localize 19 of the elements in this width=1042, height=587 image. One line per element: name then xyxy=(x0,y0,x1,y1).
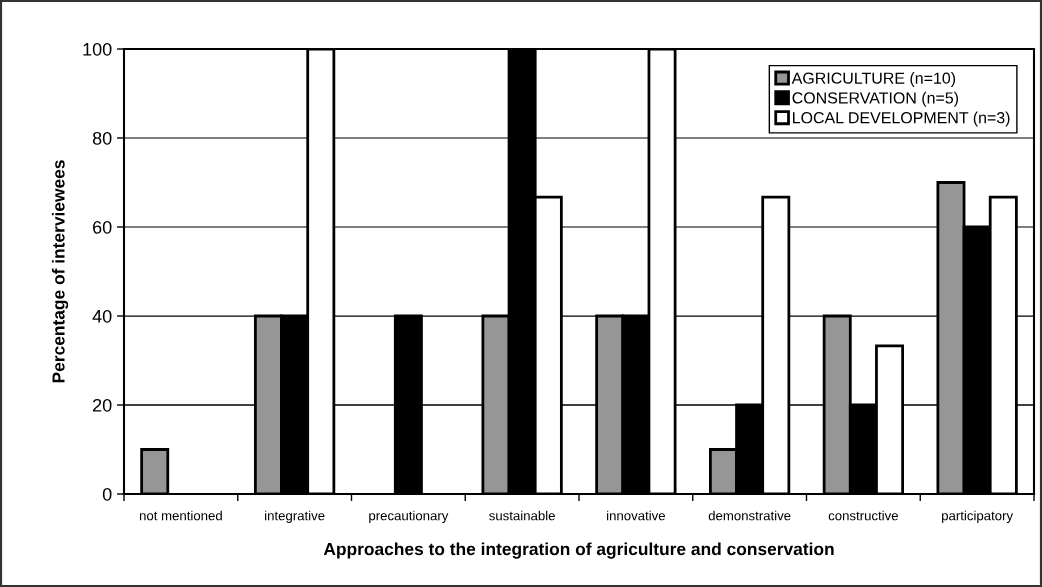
legend-label: CONSERVATION (n=5) xyxy=(792,91,959,107)
x-tick-label: participatory xyxy=(942,510,1014,523)
y-tick-label: 60 xyxy=(93,220,112,234)
x-tick-label: demonstrative xyxy=(708,510,791,521)
x-tick-label: constructive xyxy=(828,510,898,521)
y-tick-label: 40 xyxy=(92,309,112,323)
legend-label: LOCAL DEVELOPMENT (n=3) xyxy=(793,111,1010,127)
x-tick-label: precautionary xyxy=(369,510,449,523)
y-tick-label: 0 xyxy=(102,487,112,501)
y-tick-label: 20 xyxy=(93,398,112,412)
legend-label: AGRICULTURE (n=10) xyxy=(791,72,956,87)
y-tick-label: 100 xyxy=(83,42,112,56)
x-tick-label: not mentioned xyxy=(139,510,222,521)
x-tick-label: sustainable xyxy=(489,510,555,521)
x-tick-label: integrative xyxy=(265,510,325,523)
y-axis-title: Percentage of interviewees xyxy=(51,160,69,383)
y-tick-label: 80 xyxy=(92,131,112,145)
x-axis-title: Approaches to the integration of agriculture and conservation xyxy=(323,542,834,559)
x-tick-label: innovative xyxy=(607,510,665,521)
